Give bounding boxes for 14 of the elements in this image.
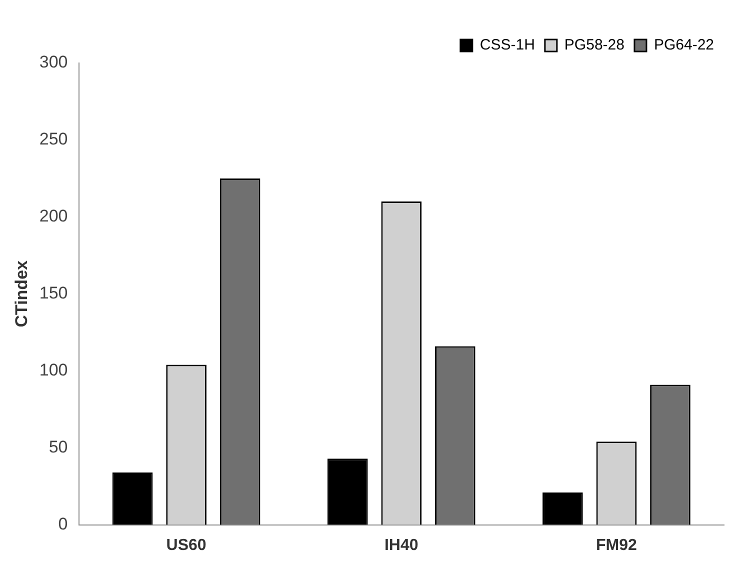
y-tick-label: 100 xyxy=(39,360,68,380)
y-tick-label: 200 xyxy=(39,206,68,226)
legend-label: CSS-1H xyxy=(480,36,535,54)
legend-label: PG58-28 xyxy=(564,36,624,54)
y-tick-label: 250 xyxy=(39,130,68,149)
y-tick-label: 50 xyxy=(48,438,68,457)
x-tick-label: US60 xyxy=(166,536,206,554)
y-tick-label: 150 xyxy=(39,284,68,303)
x-tick-label: IH40 xyxy=(384,536,418,554)
y-tick-label: 0 xyxy=(58,514,68,534)
legend-label: PG64-22 xyxy=(654,36,714,54)
y-tick-label: 300 xyxy=(39,52,68,72)
y-axis-title: CTindex xyxy=(12,260,31,328)
x-tick-label: FM92 xyxy=(596,536,638,554)
